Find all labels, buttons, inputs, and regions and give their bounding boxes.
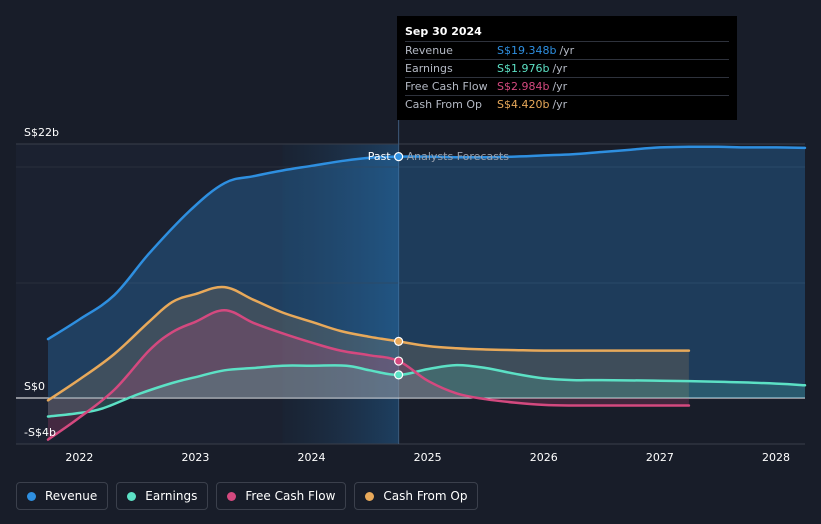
tooltip-unit: /yr bbox=[552, 62, 568, 75]
tooltip-value: S$1.976b bbox=[497, 62, 550, 75]
tooltip-date: Sep 30 2024 bbox=[405, 25, 482, 38]
legend-dot-icon bbox=[127, 491, 137, 501]
legend-label: Earnings bbox=[145, 489, 198, 503]
tooltip-value: S$19.348b bbox=[497, 44, 557, 57]
free-cash-flow-line bbox=[46, 308, 691, 441]
legend-label: Revenue bbox=[45, 489, 98, 503]
y-axis-label: S$0 bbox=[24, 380, 45, 393]
past-label: Past bbox=[368, 150, 392, 163]
cash-from-op-point bbox=[394, 336, 404, 347]
forecast-panel bbox=[398, 144, 805, 444]
earnings-line bbox=[46, 363, 807, 418]
earnings-area bbox=[48, 365, 805, 417]
series-areas bbox=[48, 146, 805, 440]
highlight-points bbox=[394, 152, 404, 380]
x-tick-label: 2026 bbox=[530, 451, 558, 464]
forecast-label: Analysts Forecasts bbox=[407, 150, 510, 163]
legend-item-free-cash-flow[interactable]: Free Cash Flow bbox=[216, 482, 347, 510]
x-tick-label: 2028 bbox=[762, 451, 790, 464]
tooltip-row-cash-from-op: Cash From Op S$4.420b /yr bbox=[405, 95, 729, 113]
legend-dot-icon bbox=[27, 491, 36, 501]
legend-item-revenue[interactable]: Revenue bbox=[16, 482, 109, 510]
tooltip-row-revenue: Revenue S$19.348b /yr bbox=[405, 41, 729, 59]
free-cash-flow-area bbox=[48, 310, 689, 440]
data-tooltip: Sep 30 2024 Revenue S$19.348b /yr Earnin… bbox=[397, 16, 737, 120]
legend-item-cash-from-op[interactable]: Cash From Op bbox=[354, 482, 479, 510]
past-panel bbox=[16, 144, 283, 444]
tooltip-label: Cash From Op bbox=[405, 98, 483, 111]
earnings-point bbox=[394, 370, 404, 380]
x-tick-label: 2027 bbox=[646, 451, 674, 464]
legend-label: Cash From Op bbox=[383, 489, 468, 503]
tooltip-value: S$4.420b bbox=[497, 98, 550, 111]
series-lines bbox=[46, 145, 807, 441]
x-tick-label: 2023 bbox=[181, 451, 209, 464]
chart-background bbox=[16, 144, 805, 444]
legend-label: Free Cash Flow bbox=[245, 489, 336, 503]
tooltip-row-free-cash-flow: Free Cash Flow S$2.984b /yr bbox=[405, 77, 729, 95]
past-highlight-panel bbox=[282, 144, 399, 444]
x-tick-label: 2024 bbox=[298, 451, 326, 464]
tooltip-unit: /yr bbox=[552, 80, 568, 93]
x-tick-label: 2025 bbox=[414, 451, 442, 464]
tooltip-label: Earnings bbox=[405, 62, 453, 75]
chart-legend: Revenue Earnings Free Cash Flow Cash Fro… bbox=[16, 482, 479, 510]
cash-from-op-line bbox=[46, 285, 691, 402]
legend-item-earnings[interactable]: Earnings bbox=[116, 482, 209, 510]
legend-dot-icon bbox=[365, 491, 375, 501]
tooltip-unit: /yr bbox=[552, 98, 568, 111]
free-cash-flow-point bbox=[394, 356, 404, 366]
y-axis-label: S$22b bbox=[24, 126, 59, 139]
tooltip-value: S$2.984b bbox=[497, 80, 550, 93]
revenue-point bbox=[394, 152, 404, 162]
tooltip-row-earnings: Earnings S$1.976b /yr bbox=[405, 59, 729, 77]
revenue-line bbox=[46, 145, 807, 341]
x-tick-label: 2022 bbox=[65, 451, 93, 464]
revenue-area bbox=[48, 146, 805, 398]
tooltip-label: Revenue bbox=[405, 44, 453, 57]
legend-dot-icon bbox=[227, 491, 237, 501]
gridlines bbox=[16, 120, 805, 445]
tooltip-label: Free Cash Flow bbox=[405, 80, 488, 93]
y-axis-label: -S$4b bbox=[24, 426, 56, 439]
axis-labels: S$22b S$0 -S$4b 2022 2023 2024 2025 2026 2027 202… bbox=[24, 126, 790, 464]
tooltip-unit: /yr bbox=[559, 44, 575, 57]
